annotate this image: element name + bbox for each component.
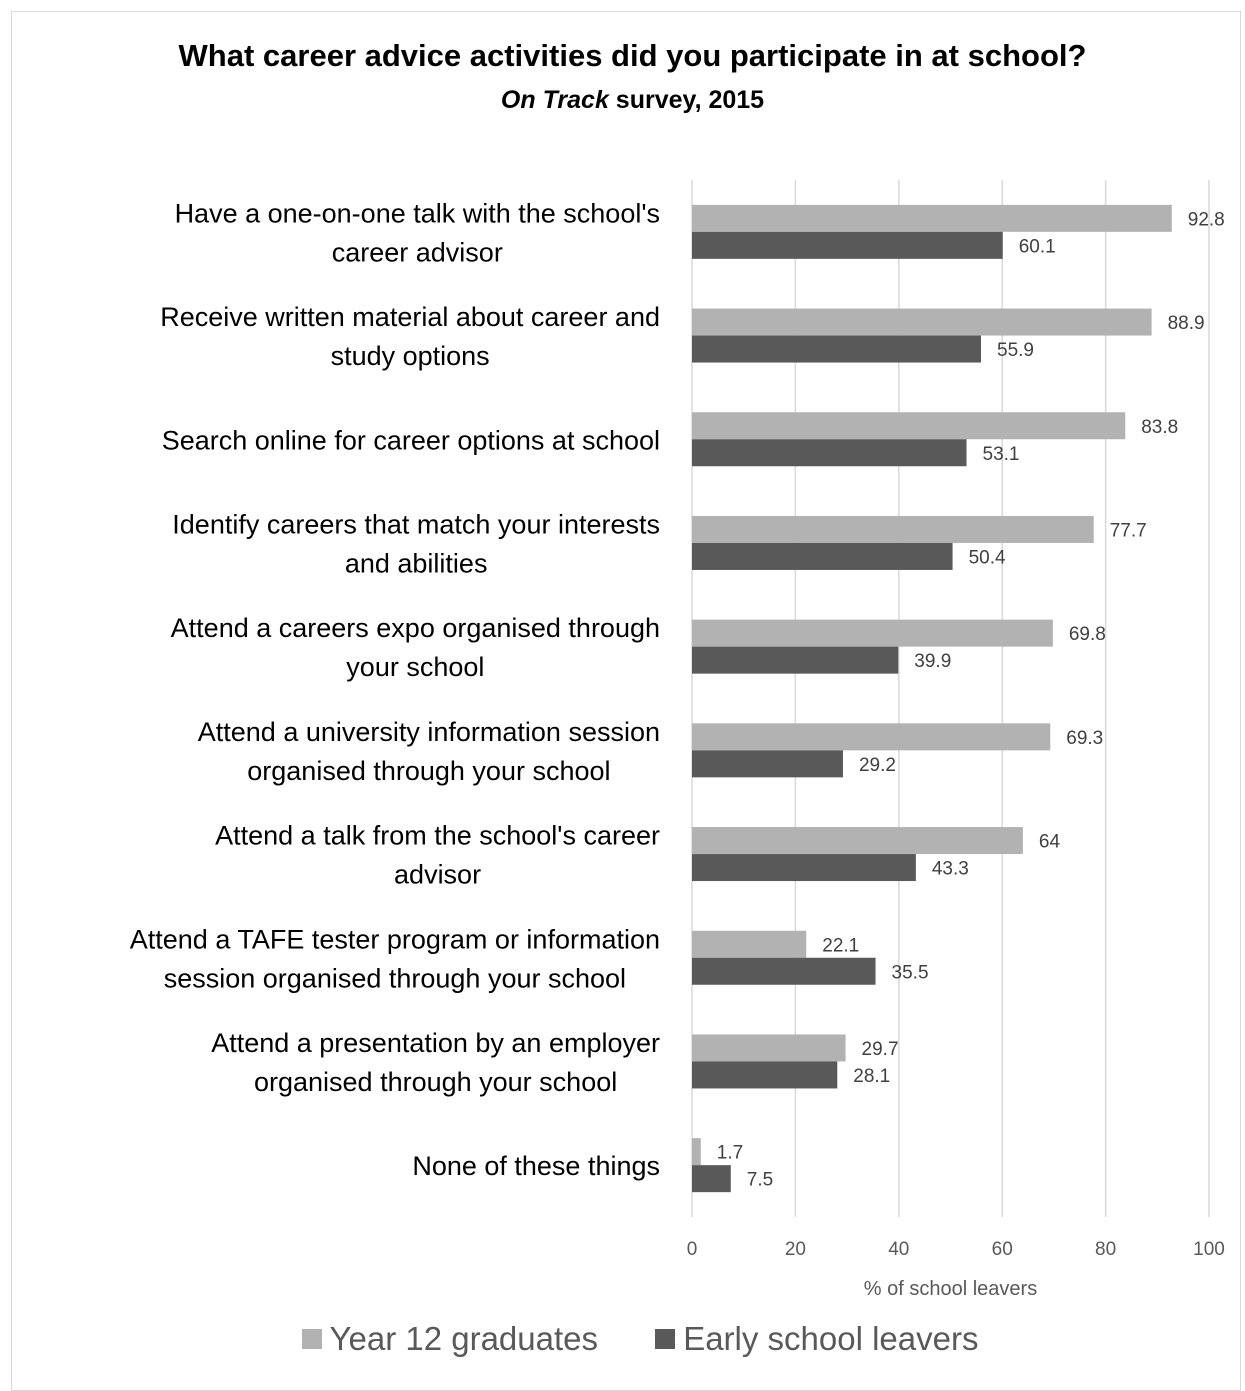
category-label: Attend a careers expo organised through xyxy=(171,613,660,643)
bar xyxy=(692,827,1023,855)
legend-label-early-leavers: Early school leavers xyxy=(683,1320,979,1357)
bar-chart: 0 20 40 60 80 100 % of school leavers 92.8 60.1 H… xyxy=(130,180,1225,1300)
category-label: Attend a talk from the school's career xyxy=(215,821,660,851)
data-label: 1.7 xyxy=(717,1143,743,1164)
legend-item-early-leavers: Early school leavers xyxy=(655,1320,978,1358)
subtitle-italic: On Track xyxy=(500,86,609,114)
data-label: 60.1 xyxy=(1019,236,1056,257)
data-label: 69.8 xyxy=(1069,624,1106,645)
bar xyxy=(692,854,916,882)
bar xyxy=(692,308,1152,336)
data-label: 29.2 xyxy=(859,755,896,776)
bar xyxy=(692,204,1172,232)
data-label: 69.3 xyxy=(1066,728,1103,749)
legend-label-year12: Year 12 graduates xyxy=(329,1320,599,1357)
bar xyxy=(692,1138,701,1166)
legend-swatch-year12 xyxy=(301,1329,322,1349)
subtitle-rest: survey, 2015 xyxy=(608,86,765,114)
data-label: 7.5 xyxy=(747,1170,773,1191)
data-label: 92.8 xyxy=(1188,209,1225,230)
data-label: 53.1 xyxy=(983,444,1020,465)
data-label: 83.8 xyxy=(1141,417,1178,438)
data-label: 64 xyxy=(1039,832,1061,853)
x-tick-label: 0 xyxy=(687,1239,698,1260)
data-label: 77.7 xyxy=(1110,520,1147,541)
category-label: None of these things xyxy=(412,1151,660,1181)
bar xyxy=(692,439,967,467)
data-label: 35.5 xyxy=(892,962,929,983)
bar xyxy=(692,1061,838,1089)
data-label: 39.9 xyxy=(914,651,951,672)
x-tick-label: 100 xyxy=(1193,1239,1225,1260)
bar xyxy=(692,335,982,363)
category-label: career advisor xyxy=(332,237,503,267)
category-label: Receive written material about career an… xyxy=(160,302,660,332)
category-label: Attend a presentation by an employer xyxy=(211,1028,660,1058)
bar xyxy=(692,412,1126,440)
bar xyxy=(692,231,1003,259)
legend-item-year12: Year 12 graduates xyxy=(301,1320,599,1358)
data-label: 55.9 xyxy=(997,340,1034,361)
data-label: 88.9 xyxy=(1168,313,1205,334)
category-label: advisor xyxy=(394,860,481,890)
x-axis-title: % of school leavers xyxy=(864,1278,1037,1300)
bar xyxy=(692,750,843,778)
legend: Year 12 graduates Early school leavers xyxy=(0,1320,1245,1358)
bar xyxy=(692,619,1053,647)
bar xyxy=(692,1165,731,1193)
data-label: 29.7 xyxy=(862,1039,899,1060)
bar xyxy=(692,930,807,958)
data-label: 22.1 xyxy=(822,935,859,956)
category-label: Attend a university information session xyxy=(198,717,660,747)
bar xyxy=(692,515,1094,543)
category-label: and abilities xyxy=(345,548,488,578)
x-tick-label: 60 xyxy=(992,1239,1013,1260)
category-label: Identify careers that match your interes… xyxy=(172,509,660,539)
chart-subtitle: On Track survey, 2015 xyxy=(0,86,1245,115)
category-label: study options xyxy=(331,341,490,371)
category-label: Search online for career options at scho… xyxy=(162,425,660,455)
category-label: organised through your school xyxy=(254,1067,617,1097)
bar xyxy=(692,646,899,674)
bar xyxy=(692,723,1051,751)
x-tick-label: 40 xyxy=(888,1239,909,1260)
bar xyxy=(692,957,876,985)
chart-title: What career advice activities did you pa… xyxy=(178,38,1087,73)
x-tick-label: 20 xyxy=(785,1239,806,1260)
category-label: Have a one-on-one talk with the school's xyxy=(175,198,660,228)
bar xyxy=(692,542,953,570)
category-label: your school xyxy=(346,652,484,682)
category-label: Attend a TAFE tester program or informat… xyxy=(130,924,660,954)
x-tick-label: 80 xyxy=(1095,1239,1116,1260)
data-label: 43.3 xyxy=(932,859,969,880)
data-label: 28.1 xyxy=(853,1066,890,1087)
legend-swatch-early-leavers xyxy=(655,1329,676,1349)
category-label: organised through your school xyxy=(247,756,610,786)
bar xyxy=(692,1034,846,1062)
data-label: 50.4 xyxy=(969,547,1006,568)
category-label: session organised through your school xyxy=(164,963,626,993)
